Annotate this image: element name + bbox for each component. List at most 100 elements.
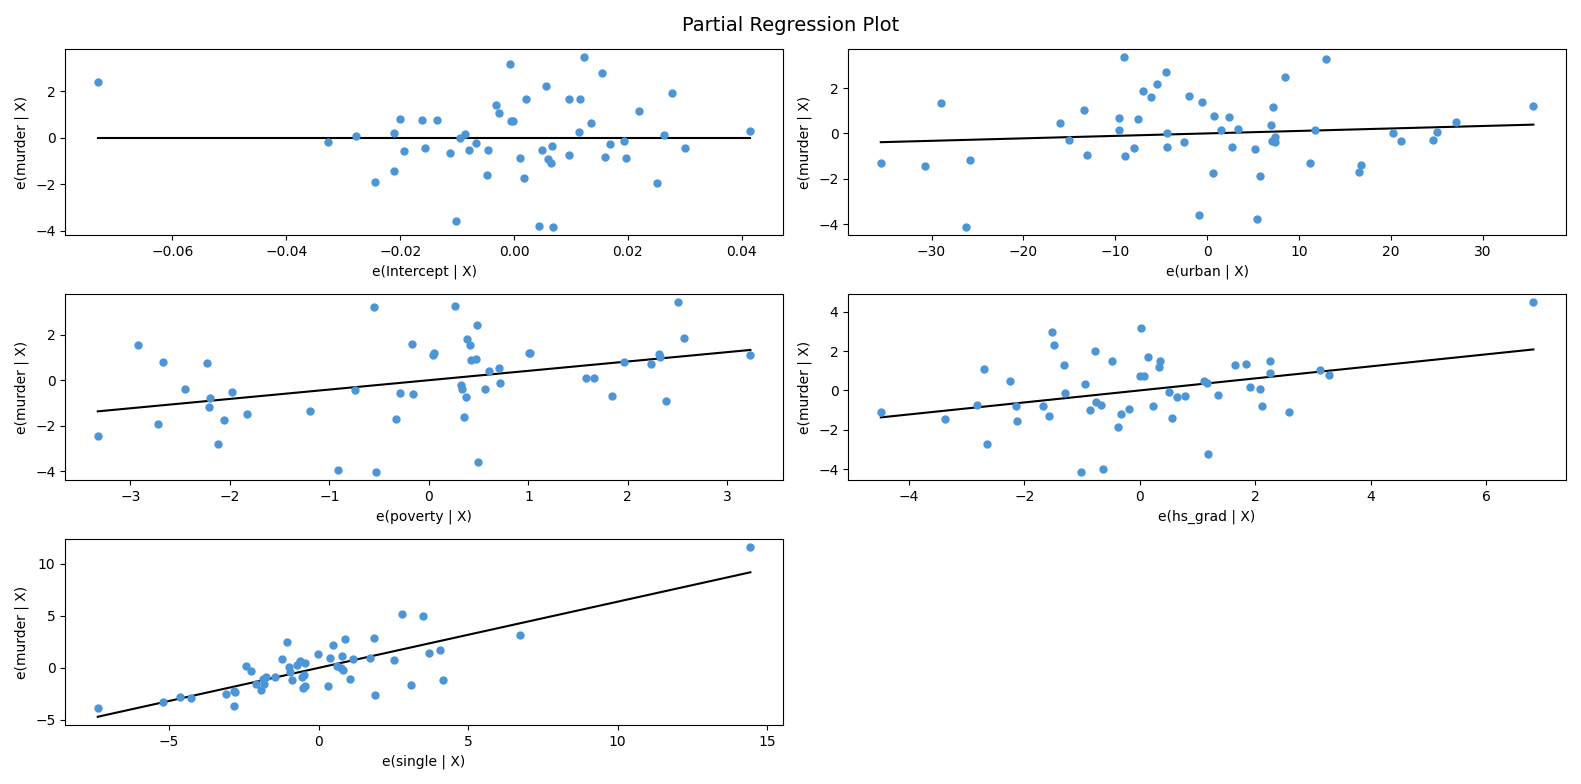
Point: [1154, 140, 1179, 153]
Point: [1314, 53, 1339, 65]
Point: [1127, 370, 1153, 383]
Point: [738, 541, 764, 554]
Point: [512, 172, 538, 185]
Point: [329, 662, 354, 675]
Point: [1247, 169, 1273, 182]
Point: [1037, 410, 1062, 423]
Point: [1190, 96, 1216, 108]
Point: [125, 339, 150, 351]
Point: [411, 610, 436, 622]
Point: [430, 673, 455, 686]
Point: [1257, 367, 1282, 379]
Point: [289, 671, 315, 684]
Point: [557, 93, 582, 105]
Point: [455, 332, 481, 345]
Point: [1100, 354, 1126, 367]
Point: [1148, 354, 1173, 367]
Point: [438, 147, 463, 159]
Point: [1349, 159, 1374, 172]
Point: [150, 696, 175, 709]
Point: [362, 632, 387, 644]
Point: [582, 372, 607, 384]
Point: [1243, 143, 1268, 155]
Point: [291, 681, 316, 694]
Point: [292, 680, 318, 692]
Point: [487, 107, 512, 119]
Point: [487, 361, 512, 374]
Point: [1154, 66, 1179, 78]
X-axis label: e(Intercept | X): e(Intercept | X): [372, 264, 476, 279]
Point: [198, 392, 223, 405]
Point: [150, 355, 175, 368]
Point: [487, 377, 512, 390]
Point: [362, 176, 387, 188]
Point: [1116, 403, 1141, 416]
Point: [1145, 78, 1170, 91]
Point: [286, 655, 311, 667]
Point: [1083, 396, 1108, 408]
Point: [1233, 358, 1258, 371]
Point: [574, 372, 599, 384]
Point: [449, 383, 474, 395]
Point: [1200, 167, 1225, 180]
Point: [243, 677, 269, 690]
Point: [85, 76, 111, 89]
Point: [1140, 400, 1165, 412]
Point: [400, 387, 425, 400]
Point: [647, 348, 672, 361]
Point: [213, 688, 239, 701]
Point: [1126, 112, 1151, 125]
Point: [172, 383, 198, 395]
Point: [1420, 133, 1445, 146]
Point: [1258, 118, 1284, 131]
Point: [1221, 141, 1246, 154]
Point: [975, 438, 1001, 451]
Point: [1056, 134, 1081, 147]
Point: [1208, 124, 1233, 136]
Point: [653, 394, 678, 407]
Point: [416, 647, 441, 659]
Point: [672, 142, 697, 154]
Point: [517, 347, 542, 360]
Point: [234, 408, 259, 420]
Point: [1225, 123, 1251, 136]
Point: [221, 700, 247, 713]
Point: [659, 86, 685, 99]
Point: [1165, 391, 1190, 404]
Point: [285, 659, 310, 671]
Point: [1135, 350, 1160, 363]
Point: [868, 156, 893, 169]
Point: [275, 636, 300, 648]
Point: [998, 375, 1023, 387]
Point: [466, 456, 492, 469]
Point: [85, 702, 111, 714]
Point: [566, 125, 591, 138]
Point: [206, 437, 231, 450]
Point: [1154, 126, 1179, 139]
Point: [1303, 124, 1328, 136]
Point: [536, 152, 561, 165]
Point: [427, 644, 452, 656]
Point: [1040, 325, 1066, 338]
Point: [928, 96, 953, 109]
Point: [85, 430, 111, 443]
Point: [389, 608, 414, 620]
Point: [666, 296, 691, 309]
Point: [651, 129, 677, 141]
Point: [1257, 354, 1282, 367]
Point: [1192, 375, 1217, 387]
Point: [539, 140, 564, 152]
Point: [539, 157, 564, 169]
Point: [1138, 90, 1164, 103]
Point: [424, 114, 449, 126]
Point: [612, 135, 637, 147]
Point: [1244, 212, 1270, 225]
Y-axis label: e(murder | X): e(murder | X): [14, 340, 30, 434]
Point: [413, 141, 438, 154]
Point: [145, 418, 171, 430]
Point: [343, 384, 368, 397]
Point: [1236, 381, 1262, 394]
Point: [1172, 136, 1197, 149]
Point: [421, 349, 446, 361]
Point: [212, 414, 237, 426]
